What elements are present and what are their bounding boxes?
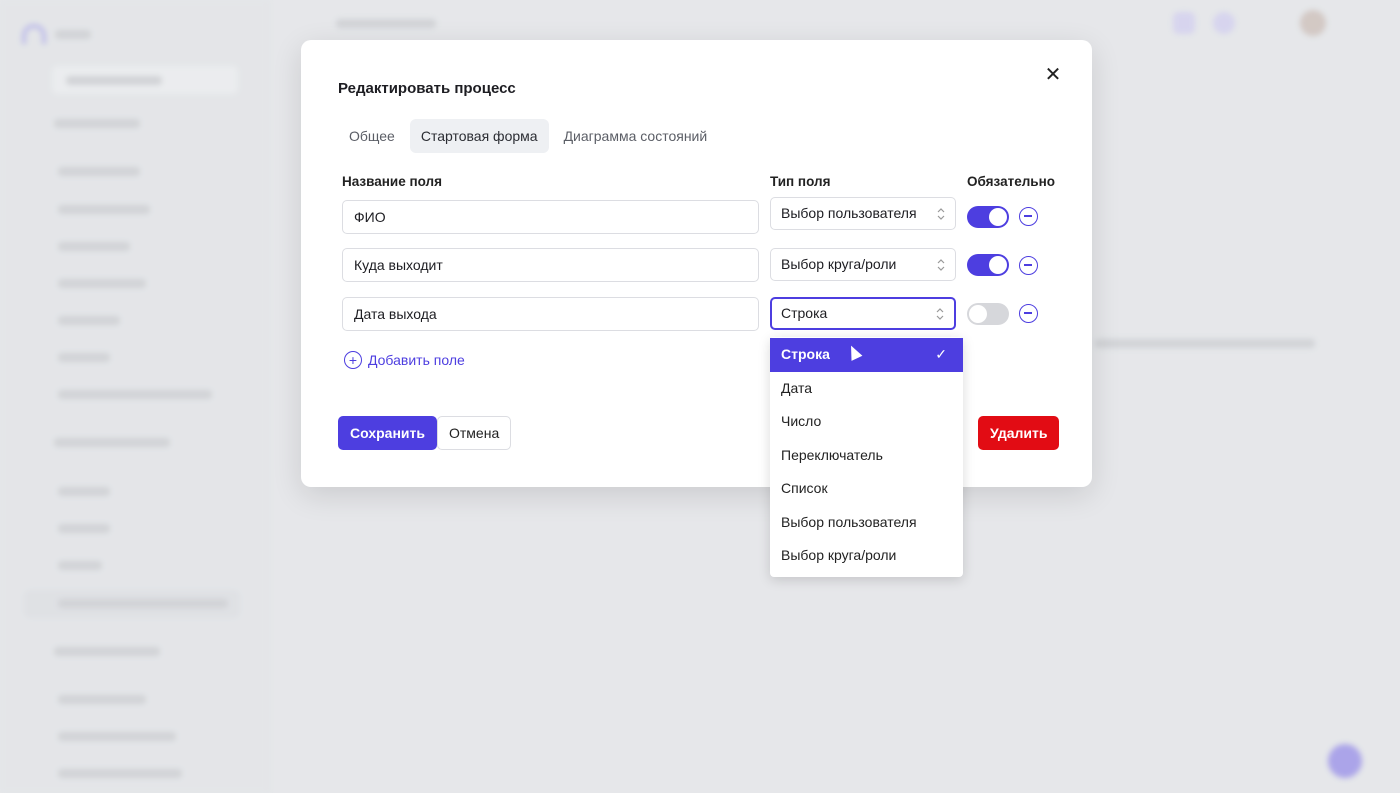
field-type-select[interactable]: Строка	[770, 297, 956, 330]
header-required: Обязательно	[967, 174, 1055, 189]
field-name-input[interactable]: Дата выхода	[342, 297, 759, 331]
check-icon: ✓	[935, 346, 947, 362]
logo-icon	[22, 24, 46, 44]
chevron-up-down-icon	[936, 307, 944, 320]
chevron-up-down-icon	[937, 207, 945, 220]
header-field-name: Название поля	[342, 174, 442, 189]
required-toggle[interactable]	[967, 206, 1009, 228]
tab-start-form[interactable]: Стартовая форма	[409, 119, 549, 153]
option-number[interactable]: Число	[781, 413, 822, 429]
select-value: Строка	[781, 305, 828, 321]
required-toggle[interactable]	[967, 254, 1009, 276]
field-type-select[interactable]: Выбор круга/роли	[770, 248, 956, 281]
field-type-select[interactable]: Выбор пользователя	[770, 197, 956, 230]
header-field-type: Тип поля	[770, 174, 831, 189]
modal-title: Редактировать процесс	[338, 80, 516, 97]
option-list[interactable]: Список	[781, 480, 828, 496]
option-user-select[interactable]: Выбор пользователя	[781, 513, 917, 530]
save-button[interactable]: Сохранить	[338, 416, 437, 450]
select-value: Выбор круга/роли	[781, 256, 897, 272]
field-type-dropdown: Строка ✓ Дата Число Переключатель Список …	[770, 337, 963, 577]
required-toggle[interactable]	[967, 303, 1009, 325]
tabs: Общее Стартовая форма Диаграмма состояни…	[338, 119, 718, 153]
edit-process-modal: Редактировать процесс ✕ Общее Стартовая …	[301, 40, 1092, 487]
field-name-input[interactable]: ФИО	[342, 200, 759, 234]
select-value: Выбор пользователя	[781, 205, 917, 221]
delete-button[interactable]: Удалить	[978, 416, 1060, 450]
remove-field-icon[interactable]	[1019, 207, 1038, 226]
cancel-button[interactable]: Отмена	[437, 416, 512, 450]
field-name-input[interactable]: Куда выходит	[342, 248, 759, 282]
add-field-button[interactable]: + Добавить поле	[344, 351, 465, 369]
option-label: Строка	[781, 346, 830, 362]
sidebar	[0, 0, 268, 793]
option-string[interactable]: Строка ✓	[770, 338, 963, 372]
tab-general[interactable]: Общее	[349, 128, 395, 144]
close-icon[interactable]: ✕	[1044, 64, 1062, 86]
plus-circle-icon: +	[344, 351, 362, 369]
add-field-label: Добавить поле	[368, 352, 465, 368]
tab-state-diagram[interactable]: Диаграмма состояний	[563, 128, 708, 144]
option-switch[interactable]: Переключатель	[781, 446, 883, 463]
chevron-up-down-icon	[937, 258, 945, 271]
option-date[interactable]: Дата	[781, 379, 813, 396]
option-role-select[interactable]: Выбор круга/роли	[781, 547, 897, 563]
remove-field-icon[interactable]	[1019, 256, 1038, 275]
remove-field-icon[interactable]	[1019, 304, 1038, 323]
